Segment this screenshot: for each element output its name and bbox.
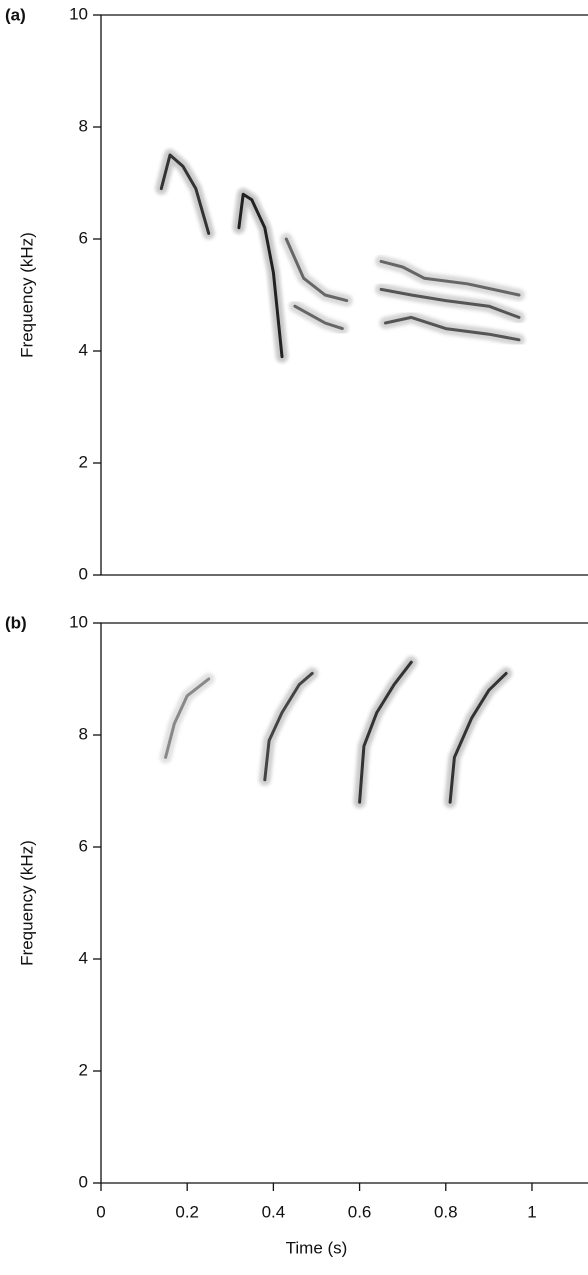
x-tick-label: 0.2 bbox=[175, 1202, 199, 1221]
y-tick-label: 6 bbox=[79, 836, 88, 855]
y-axis-label: Frequency (kHz) bbox=[17, 840, 36, 966]
y-tick-label: 8 bbox=[79, 724, 88, 743]
axis-frame bbox=[100, 622, 588, 1184]
panel: 0 2 4 6 8 10 0 0.2 0.4 0.6 0.8 1 (b) Frequency (kHz) T… bbox=[5, 612, 588, 1257]
panel-label: (a) bbox=[5, 5, 26, 24]
spectral-trace bbox=[379, 287, 521, 319]
spectral-trace-halo bbox=[258, 667, 319, 786]
x-tick-label: 0 bbox=[96, 1202, 105, 1221]
y-tick-label: 10 bbox=[69, 4, 88, 23]
spectral-trace-halo bbox=[280, 233, 353, 307]
spectral-trace bbox=[293, 304, 344, 331]
spectral-trace bbox=[358, 660, 413, 804]
y-tick-label: 2 bbox=[79, 1060, 88, 1079]
y-tick-label: 2 bbox=[79, 452, 88, 471]
spectral-trace bbox=[237, 192, 284, 359]
spectral-trace bbox=[448, 671, 508, 804]
panel: 0 2 4 6 8 10 (a) Frequency (kHz) bbox=[5, 4, 588, 583]
spectral-trace bbox=[159, 153, 211, 235]
x-tick-label: 0.6 bbox=[348, 1202, 372, 1221]
spectral-trace-halo bbox=[444, 667, 513, 809]
spectral-trace bbox=[284, 237, 349, 303]
y-tick-label: 0 bbox=[79, 564, 88, 583]
spectral-trace bbox=[379, 259, 521, 297]
spectral-trace-halo bbox=[353, 656, 418, 809]
y-tick-label: 6 bbox=[79, 228, 88, 247]
y-axis-label: Frequency (kHz) bbox=[17, 232, 36, 358]
spectral-trace-halo bbox=[159, 673, 215, 764]
y-tick-label: 8 bbox=[79, 116, 88, 135]
x-axis-label: Time (s) bbox=[286, 1238, 348, 1257]
x-tick-label: 0.4 bbox=[262, 1202, 286, 1221]
y-tick-label: 10 bbox=[69, 612, 88, 631]
spectral-trace bbox=[263, 671, 314, 782]
y-tick-label: 0 bbox=[79, 1172, 88, 1191]
panel-label: (b) bbox=[5, 613, 27, 632]
spectral-trace bbox=[383, 315, 521, 342]
y-tick-label: 4 bbox=[79, 948, 88, 967]
spectral-trace bbox=[164, 677, 211, 759]
y-tick-label: 4 bbox=[79, 340, 88, 359]
x-tick-label: 0.8 bbox=[434, 1202, 458, 1221]
axis-frame bbox=[100, 14, 588, 576]
x-tick-label: 1 bbox=[527, 1202, 536, 1221]
